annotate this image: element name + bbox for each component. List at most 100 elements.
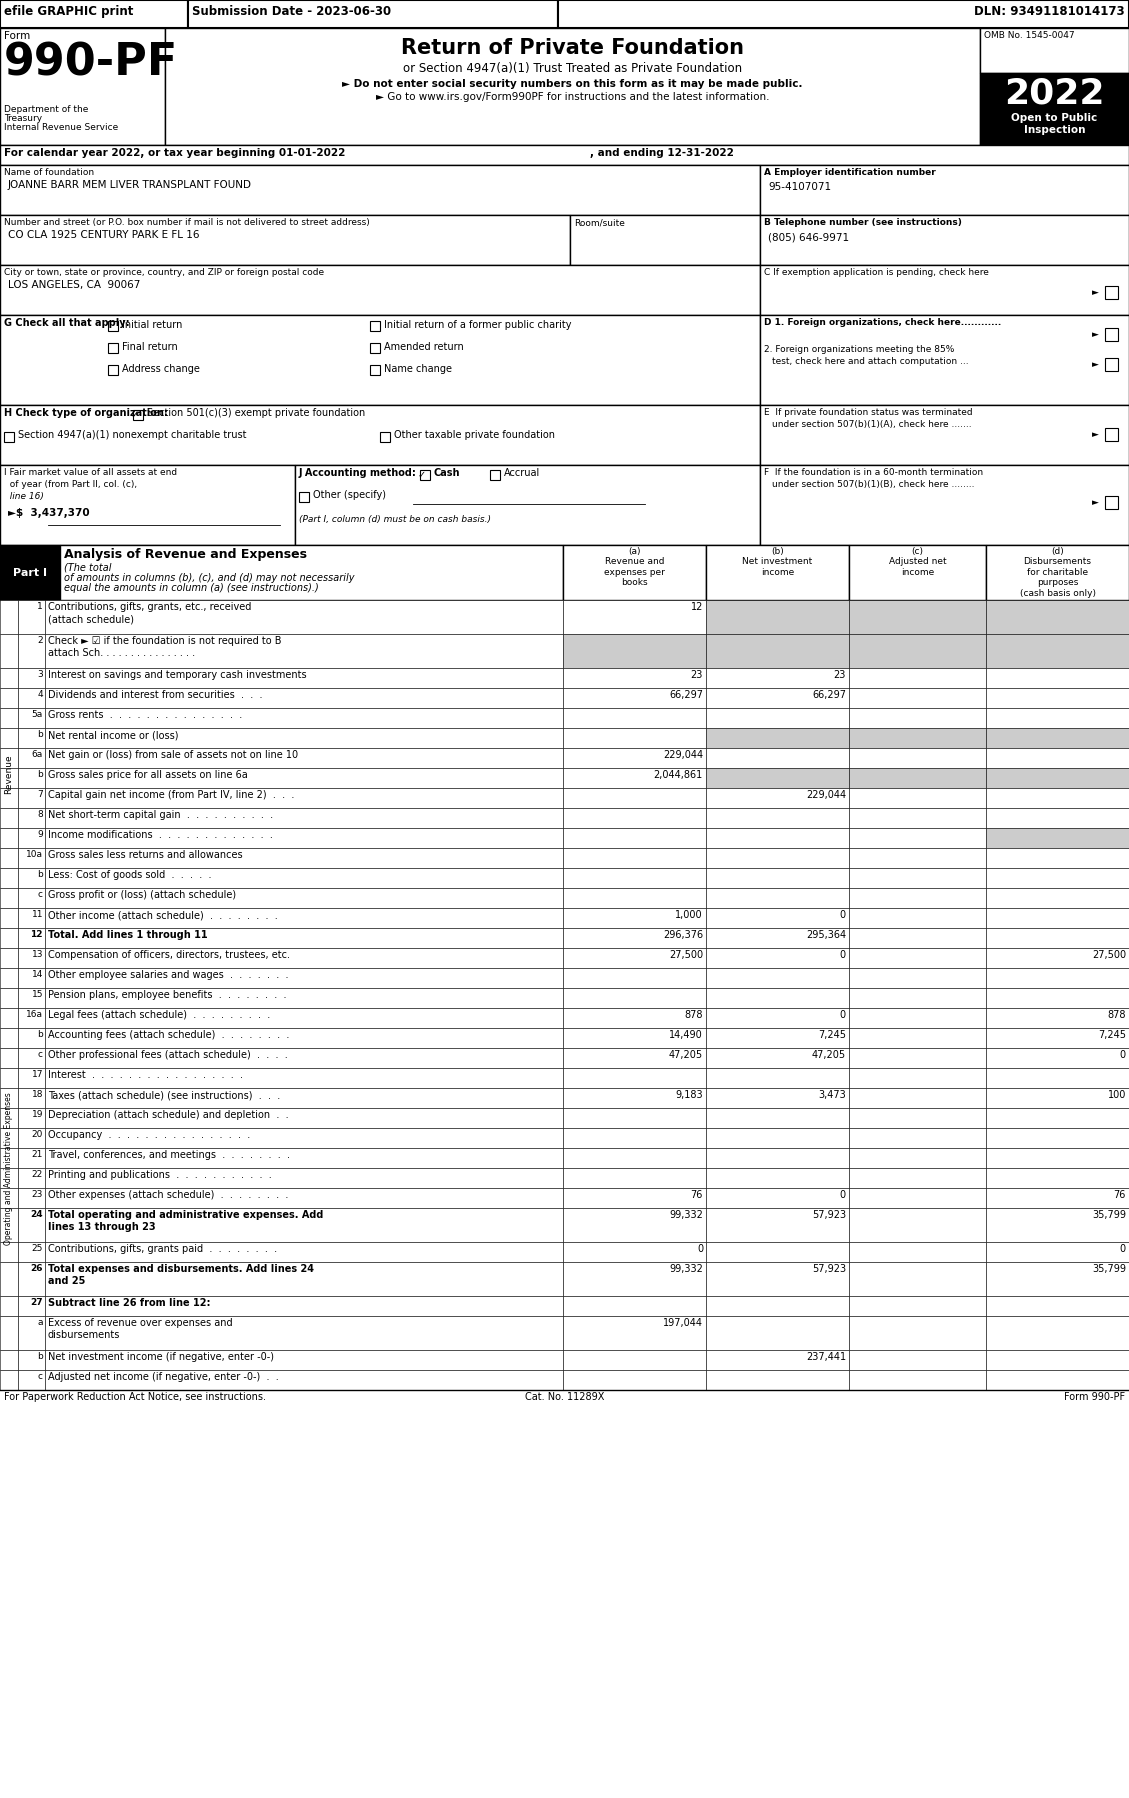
- Bar: [0, 405, 760, 466]
- Bar: [849, 768, 986, 788]
- Bar: [563, 1028, 706, 1048]
- Bar: [45, 601, 563, 635]
- Text: Net gain or (loss) from sale of assets not on line 10: Net gain or (loss) from sale of assets n…: [49, 750, 298, 761]
- Bar: [986, 928, 1129, 948]
- Bar: [45, 669, 563, 689]
- Text: 3,473: 3,473: [819, 1090, 846, 1100]
- Bar: [706, 1147, 849, 1169]
- Bar: [0, 1242, 18, 1262]
- Bar: [18, 601, 45, 635]
- Bar: [849, 1009, 986, 1028]
- Text: 11: 11: [32, 910, 43, 919]
- Text: Final return: Final return: [122, 342, 177, 352]
- Bar: [1105, 358, 1118, 370]
- Bar: [706, 967, 849, 987]
- Bar: [558, 0, 1129, 29]
- Bar: [706, 807, 849, 829]
- Bar: [0, 1208, 18, 1242]
- Bar: [299, 493, 309, 502]
- Bar: [0, 165, 760, 216]
- Bar: [986, 868, 1129, 888]
- Text: b: b: [37, 770, 43, 779]
- Bar: [849, 1147, 986, 1169]
- Text: 23: 23: [833, 671, 846, 680]
- Bar: [849, 1028, 986, 1048]
- Text: Other expenses (attach schedule)  .  .  .  .  .  .  .  .: Other expenses (attach schedule) . . . .…: [49, 1190, 288, 1199]
- Bar: [563, 1370, 706, 1390]
- Text: 229,044: 229,044: [663, 750, 703, 761]
- Text: test, check here and attach computation ...: test, check here and attach computation …: [772, 358, 969, 367]
- Bar: [0, 1262, 18, 1296]
- Bar: [18, 1147, 45, 1169]
- Text: E  If private foundation status was terminated: E If private foundation status was termi…: [764, 408, 972, 417]
- Text: 16a: 16a: [26, 1010, 43, 1019]
- Bar: [18, 1127, 45, 1147]
- Bar: [18, 635, 45, 669]
- Bar: [706, 928, 849, 948]
- Bar: [706, 987, 849, 1009]
- Bar: [1105, 496, 1118, 509]
- Bar: [45, 1048, 563, 1068]
- Bar: [706, 669, 849, 689]
- Text: 1: 1: [37, 602, 43, 611]
- Bar: [849, 908, 986, 928]
- Text: 0: 0: [1120, 1050, 1126, 1061]
- Text: attach Sch. . . . . . . . . . . . . . . .: attach Sch. . . . . . . . . . . . . . . …: [49, 647, 195, 658]
- Text: Name of foundation: Name of foundation: [5, 167, 94, 176]
- Bar: [849, 948, 986, 967]
- Text: 296,376: 296,376: [663, 930, 703, 940]
- Bar: [986, 967, 1129, 987]
- Bar: [986, 1169, 1129, 1188]
- Bar: [563, 635, 706, 669]
- Text: or Section 4947(a)(1) Trust Treated as Private Foundation: or Section 4947(a)(1) Trust Treated as P…: [403, 61, 742, 76]
- Bar: [45, 967, 563, 987]
- Bar: [0, 768, 18, 788]
- Text: 76: 76: [691, 1190, 703, 1199]
- Bar: [45, 1188, 563, 1208]
- Bar: [986, 1350, 1129, 1370]
- Text: LOS ANGELES, CA  90067: LOS ANGELES, CA 90067: [8, 280, 140, 289]
- Bar: [108, 343, 119, 352]
- Text: Name change: Name change: [384, 363, 452, 374]
- Bar: [45, 635, 563, 669]
- Text: under section 507(b)(1)(B), check here ........: under section 507(b)(1)(B), check here .…: [772, 480, 974, 489]
- Bar: [706, 1188, 849, 1208]
- Bar: [0, 868, 18, 888]
- Bar: [760, 315, 1129, 405]
- Bar: [0, 829, 18, 849]
- Bar: [563, 689, 706, 708]
- Bar: [18, 888, 45, 908]
- Bar: [45, 928, 563, 948]
- Text: C If exemption application is pending, check here: C If exemption application is pending, c…: [764, 268, 989, 277]
- Bar: [45, 728, 563, 748]
- Text: Accounting fees (attach schedule)  .  .  .  .  .  .  .  .: Accounting fees (attach schedule) . . . …: [49, 1030, 289, 1039]
- Bar: [563, 868, 706, 888]
- Bar: [706, 1316, 849, 1350]
- Bar: [563, 545, 706, 601]
- Bar: [986, 768, 1129, 788]
- Bar: [986, 788, 1129, 807]
- Bar: [563, 849, 706, 868]
- Text: OMB No. 1545-0047: OMB No. 1545-0047: [984, 31, 1075, 40]
- Text: 57,923: 57,923: [812, 1210, 846, 1221]
- Bar: [706, 1048, 849, 1068]
- Text: ►: ►: [1092, 360, 1099, 369]
- Bar: [18, 1028, 45, 1048]
- Text: Total operating and administrative expenses. Add: Total operating and administrative expen…: [49, 1210, 323, 1221]
- Text: ►$  3,437,370: ►$ 3,437,370: [8, 509, 89, 518]
- Bar: [986, 987, 1129, 1009]
- Text: Return of Private Foundation: Return of Private Foundation: [401, 38, 744, 58]
- Text: ►: ►: [1092, 498, 1099, 507]
- Bar: [563, 708, 706, 728]
- Text: Travel, conferences, and meetings  .  .  .  .  .  .  .  .: Travel, conferences, and meetings . . . …: [49, 1151, 290, 1160]
- Text: 15: 15: [32, 991, 43, 1000]
- Bar: [706, 1028, 849, 1048]
- Text: Compensation of officers, directors, trustees, etc.: Compensation of officers, directors, tru…: [49, 949, 290, 960]
- Text: Gross profit or (loss) (attach schedule): Gross profit or (loss) (attach schedule): [49, 890, 236, 901]
- Bar: [45, 1028, 563, 1048]
- Text: 4: 4: [37, 690, 43, 699]
- Bar: [45, 807, 563, 829]
- Bar: [0, 788, 18, 807]
- Text: b: b: [37, 1030, 43, 1039]
- Text: 0: 0: [1120, 1244, 1126, 1253]
